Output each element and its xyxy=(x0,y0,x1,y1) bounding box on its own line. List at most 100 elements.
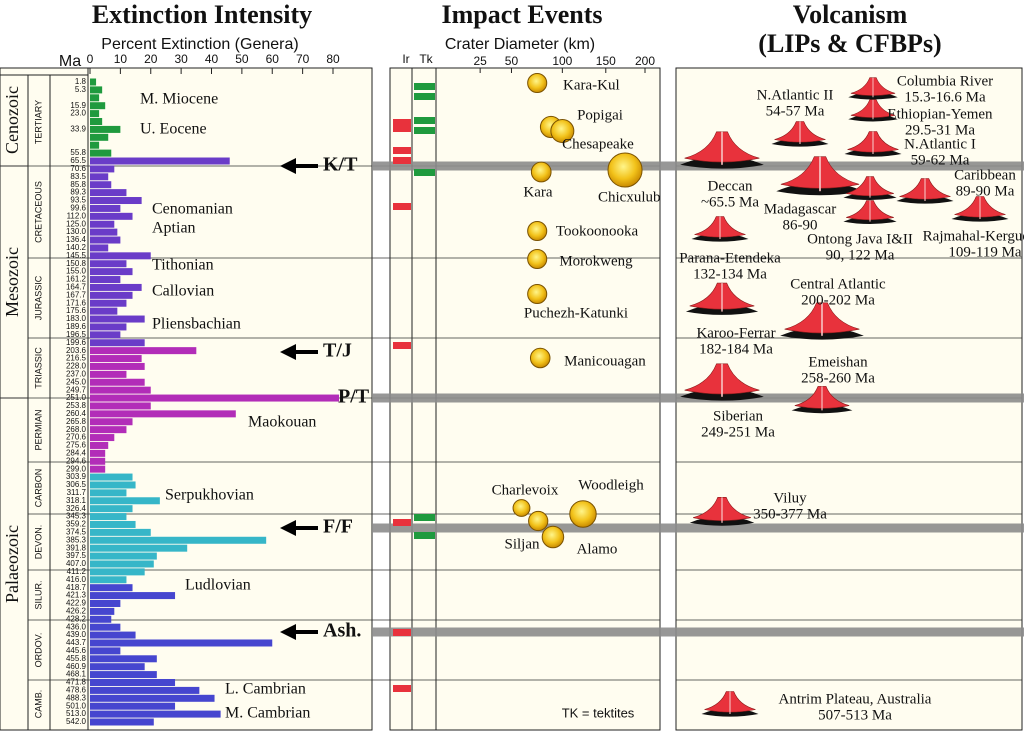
crater-label: Siljan xyxy=(504,536,540,552)
period-label: CARBON xyxy=(33,469,43,508)
y-tick-label: 374.5 xyxy=(66,527,87,536)
crater xyxy=(527,72,548,94)
bar xyxy=(90,133,109,141)
y-tick-label: 268.0 xyxy=(66,425,87,434)
bar xyxy=(90,331,121,339)
province-age: 90, 122 Ma xyxy=(826,247,895,263)
bar xyxy=(90,410,236,418)
x-tick-label: 20 xyxy=(144,52,158,66)
bar xyxy=(90,125,121,133)
crater-label: Puchezh-Katunki xyxy=(524,305,628,321)
tektite-marker xyxy=(414,127,435,134)
period-label: CAMB. xyxy=(33,690,43,719)
crater xyxy=(541,525,565,549)
event-label: Ash. xyxy=(323,620,361,642)
x-tick-label: 70 xyxy=(296,52,310,66)
bar xyxy=(90,394,340,402)
iridium-marker xyxy=(393,203,411,210)
period-label: DEVON. xyxy=(33,525,43,560)
y-tick-label: 65.5 xyxy=(70,156,86,165)
province-age: 89-90 Ma xyxy=(956,183,1015,199)
era-label: Mesozoic xyxy=(2,247,22,317)
panel-title: Extinction Intensity xyxy=(92,0,312,29)
crater-label: Manicouagan xyxy=(564,353,646,369)
crater xyxy=(530,161,552,183)
bar xyxy=(90,639,273,647)
stage-label: Cenomanian xyxy=(152,201,233,218)
bar xyxy=(90,78,97,86)
crater xyxy=(550,119,575,143)
crater-label: Charlevoix xyxy=(492,482,559,498)
tektite-marker xyxy=(414,117,435,124)
stage-label: M. Cambrian xyxy=(225,705,310,722)
panel-title: (LIPs & CFBPs) xyxy=(758,29,941,58)
y-tick-label: 318.1 xyxy=(66,496,87,505)
bar xyxy=(90,655,157,663)
x-tick-label: 100 xyxy=(552,54,572,68)
y-tick-label: 311.7 xyxy=(67,488,87,497)
y-tick-label: 501.0 xyxy=(66,701,87,710)
bar xyxy=(90,671,157,679)
bar xyxy=(90,212,133,220)
y-tick-label: 422.9 xyxy=(66,599,87,608)
x-tick-label: 150 xyxy=(596,54,616,68)
bar xyxy=(90,520,136,528)
bar xyxy=(90,552,157,560)
note: TK = tektites xyxy=(562,705,635,720)
bar xyxy=(90,118,103,126)
crater xyxy=(529,347,551,369)
crater-label: Kara xyxy=(523,184,552,200)
bar xyxy=(90,465,106,473)
bar xyxy=(90,449,106,457)
bar xyxy=(90,378,145,386)
bar xyxy=(90,386,151,394)
bar xyxy=(90,315,145,323)
y-tick-label: 245.0 xyxy=(66,377,87,386)
crater xyxy=(527,283,548,305)
crater xyxy=(528,510,549,532)
y-tick-label: 455.8 xyxy=(66,654,87,663)
y-tick-label: 83.5 xyxy=(70,172,86,181)
crater xyxy=(527,220,548,242)
x-tick-label: 25 xyxy=(473,54,487,68)
event-arrowhead xyxy=(280,624,296,640)
iridium-marker xyxy=(393,629,411,636)
bar xyxy=(90,615,112,623)
panel-title: Volcanism xyxy=(793,0,908,29)
province-name: Viluy xyxy=(773,490,807,506)
y-tick-label: 112.0 xyxy=(67,211,87,220)
y-tick-label: 155.0 xyxy=(66,267,87,276)
bar xyxy=(90,362,145,370)
bar xyxy=(90,355,142,363)
province-age: 29.5-31 Ma xyxy=(905,122,975,138)
y-tick-label: 443.7 xyxy=(66,638,87,647)
bar xyxy=(90,505,133,513)
province-age: 258-260 Ma xyxy=(801,370,875,386)
y-tick-label: 385.3 xyxy=(66,535,87,544)
axis-title: Crater Diameter (km) xyxy=(445,36,595,53)
bar xyxy=(90,426,127,434)
province-name: N.Atlantic I xyxy=(904,136,976,152)
y-tick-label: 299.0 xyxy=(66,464,87,473)
bar xyxy=(90,339,145,347)
y-tick-label: 275.6 xyxy=(66,441,87,450)
y-tick-label: 237.0 xyxy=(66,369,87,378)
y-tick-label: 150.8 xyxy=(66,259,87,268)
province-age: 249-251 Ma xyxy=(701,424,775,440)
province-name: Rajmahal-Kerguelen xyxy=(923,228,1024,244)
bar xyxy=(90,307,118,315)
tektite-marker xyxy=(414,83,435,90)
y-tick-label: 445.6 xyxy=(66,646,87,655)
province-name: Columbia River xyxy=(897,73,993,89)
crater xyxy=(607,152,643,188)
panel-title: Impact Events xyxy=(441,0,602,29)
x-tick-label: 80 xyxy=(326,52,340,66)
y-tick-label: 89.3 xyxy=(70,188,86,197)
y-tick-label: 249.7 xyxy=(66,385,87,394)
y-tick-label: 140.2 xyxy=(66,243,87,252)
era-label: Palaeozoic xyxy=(2,525,22,603)
province-age: 59-62 Ma xyxy=(911,152,970,168)
y-tick-label: 426.2 xyxy=(66,606,87,615)
province-name: Madagascar xyxy=(764,201,836,217)
